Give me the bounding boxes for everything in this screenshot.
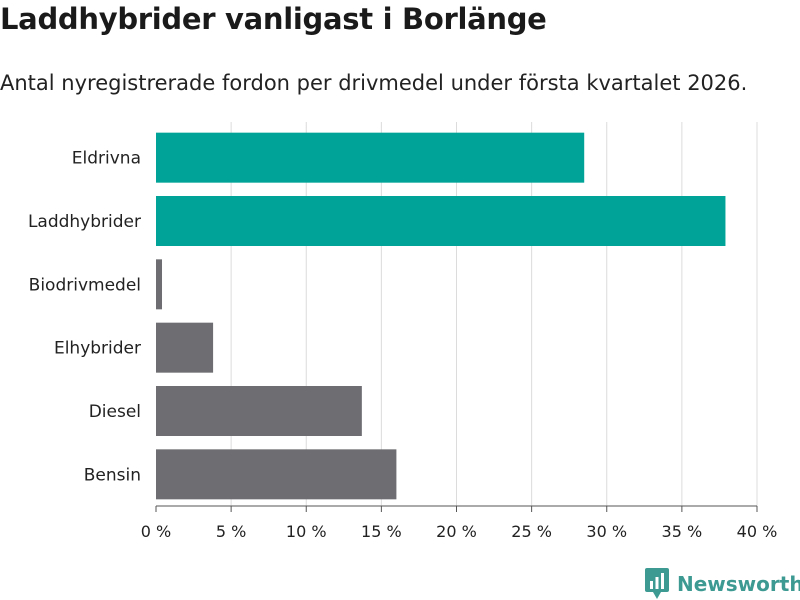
bar-chart: Eldrivna Laddhybrider Biodrivmedel Elhybrid… <box>28 122 778 541</box>
bar-diesel <box>156 386 362 436</box>
bar-laddhybrider <box>156 196 726 246</box>
x-tick-label: 30 % <box>586 522 627 541</box>
brand-logo: Newsworthy <box>645 568 800 600</box>
category-label: Laddhybrider <box>28 212 141 232</box>
category-label: Diesel <box>89 402 141 422</box>
x-tick-label: 0 % <box>141 522 171 541</box>
category-label: Biodrivmedel <box>29 275 141 295</box>
bar-biodrivmedel <box>156 259 163 310</box>
x-tick-label: 40 % <box>737 522 778 541</box>
x-tick-label: 5 % <box>216 522 246 541</box>
category-label: Eldrivna <box>72 149 141 169</box>
bar-bensin <box>156 449 397 500</box>
x-tick-label: 25 % <box>511 522 552 541</box>
bar-eldrivna <box>156 132 585 183</box>
x-tick-label: 35 % <box>662 522 703 541</box>
category-label: Bensin <box>84 465 141 485</box>
x-tick-label: 20 % <box>436 522 477 541</box>
x-tick-label: 10 % <box>286 522 327 541</box>
newsworthy-logo-icon <box>645 568 669 599</box>
bar-elhybrider <box>156 322 214 373</box>
chart-title: Laddhybrider vanligast i Borlänge <box>0 2 547 36</box>
category-label: Elhybrider <box>54 339 141 359</box>
brand-name: Newsworthy <box>677 572 800 596</box>
x-tick-label: 15 % <box>361 522 402 541</box>
chart-subtitle: Antal nyregistrerade fordon per drivmede… <box>0 71 748 95</box>
